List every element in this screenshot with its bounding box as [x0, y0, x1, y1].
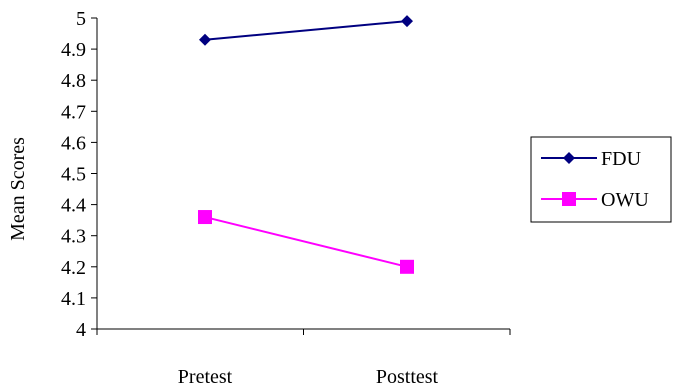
- x-tick-label: Posttest: [376, 366, 439, 388]
- legend: FDU OWU: [530, 136, 672, 223]
- y-tick-label: 4.3: [61, 226, 86, 248]
- series-line: [204, 20, 408, 41]
- y-tick-label: 4.1: [61, 288, 86, 310]
- y-tick-label: 4.6: [61, 132, 86, 154]
- y-tick-label: 4.9: [61, 39, 86, 61]
- y-axis-ticks: 4 4.1 4.2 4.3 4.4 4.5 4.6 4.7 4.8 4.9 5: [61, 8, 97, 341]
- y-tick-label: 4.2: [61, 257, 86, 279]
- legend-label: FDU: [601, 148, 642, 170]
- legend-box: [530, 136, 672, 223]
- square-marker: [562, 192, 576, 206]
- x-tick-label: Pretest: [178, 366, 233, 388]
- series-layer: [198, 15, 414, 274]
- y-tick-label: 4: [76, 319, 86, 341]
- y-tick-label: 4.4: [61, 195, 86, 217]
- series-owu: [198, 210, 414, 274]
- y-axis-title: Mean Scores: [7, 137, 29, 241]
- series-line: [204, 216, 408, 268]
- diamond-marker: [199, 33, 211, 46]
- y-tick-label: 4.8: [61, 70, 86, 92]
- y-tick-label: 4.5: [61, 164, 86, 186]
- y-tick-label: 4.7: [61, 101, 86, 123]
- square-marker: [198, 210, 212, 225]
- legend-item-fdu: FDU: [541, 148, 642, 170]
- legend-item-owu: OWU: [541, 189, 649, 211]
- square-marker: [400, 259, 414, 274]
- x-axis-ticks: Pretest Posttest: [96, 329, 511, 388]
- legend-label: OWU: [601, 189, 649, 211]
- diamond-marker: [563, 152, 575, 164]
- diamond-marker: [401, 15, 413, 28]
- y-tick-label: 5: [76, 8, 86, 30]
- series-fdu: [199, 15, 413, 46]
